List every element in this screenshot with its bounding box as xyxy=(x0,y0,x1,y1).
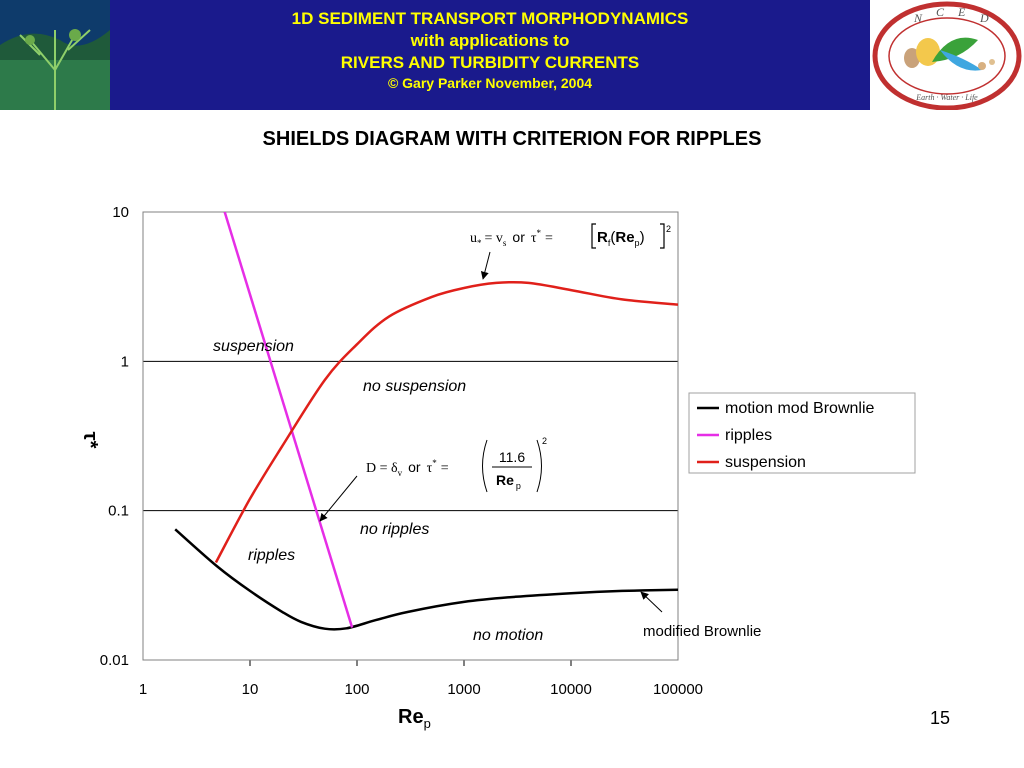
logo-letter-c: C xyxy=(936,5,945,19)
brownlie-label: modified Brownlie xyxy=(643,623,761,640)
x-tick-label: 100000 xyxy=(653,681,703,698)
legend-box xyxy=(688,392,916,474)
slide-number: 15 xyxy=(930,708,951,728)
nced-logo: N C E D Earth · Water · Life xyxy=(870,0,1024,111)
svg-text:11.6: 11.6 xyxy=(499,449,525,465)
region-label-no-ripples: no ripples xyxy=(360,521,429,538)
legend-label-suspension: suspension xyxy=(725,454,806,471)
gridlines xyxy=(143,360,678,666)
y-tick-label: 0.1 xyxy=(108,503,129,520)
y-tick-label: 0.01 xyxy=(100,652,129,669)
svg-text:Rep: Re p xyxy=(496,472,521,491)
logo-letter-e: E xyxy=(957,5,966,19)
logo-letter-d: D xyxy=(979,11,989,25)
header-line-1: 1D SEDIMENT TRANSPORT MORPHODYNAMICS xyxy=(291,9,689,28)
svg-text:2: 2 xyxy=(666,224,671,234)
legend-label-ripples: ripples xyxy=(725,427,772,444)
legend: motion mod Brownlie ripples suspension xyxy=(688,392,916,474)
series-line-suspension xyxy=(214,280,678,564)
x-tick-label: 10 xyxy=(242,681,259,698)
series-line-ripples xyxy=(223,212,354,628)
x-tick-label: 100 xyxy=(344,681,369,698)
x-tick-label: 1 xyxy=(139,681,147,698)
ripple-equation: D = δv or τ* = 11.6 Re p 2 xyxy=(366,436,547,493)
logo-letter-n: N xyxy=(913,11,923,25)
legend-items: motion mod Brownlie ripples suspension xyxy=(697,400,875,471)
suspension-equation: u* = vs or τ* = Rf(Rep) 2 xyxy=(470,223,671,249)
header-line-2: with applications to xyxy=(410,31,570,50)
brownlie-arrow xyxy=(640,591,663,613)
y-tick-label: 1 xyxy=(121,353,129,370)
region-label-no-suspension: no suspension xyxy=(363,378,466,395)
satellite-delta-image xyxy=(0,0,110,110)
ripple-eq-arrow xyxy=(319,475,358,522)
series-line-motion-mod-brownlie xyxy=(174,528,678,631)
y-tick-label: 10 xyxy=(112,204,129,221)
series-layer xyxy=(174,212,678,631)
header-band: 1D SEDIMENT TRANSPORT MORPHODYNAMICS wit… xyxy=(110,0,870,110)
legend-label-motion-mod-brownlie: motion mod Brownlie xyxy=(725,400,875,417)
x-tick-label: 1000 xyxy=(447,681,480,698)
region-label-ripples: ripples xyxy=(248,547,295,564)
x-tick-label: 10000 xyxy=(550,681,592,698)
plot-area xyxy=(142,211,679,661)
region-label-no-motion: no motion xyxy=(473,627,543,644)
svg-text:2: 2 xyxy=(542,436,547,446)
region-label-suspension: suspension xyxy=(213,338,294,355)
svg-text:Rf(Rep): Rf(Rep) xyxy=(597,229,645,248)
x-axis-ticks: 1 10 100 1000 10000 100000 xyxy=(139,681,703,698)
y-axis-ticks: 0.01 0.1 1 10 xyxy=(100,204,129,669)
suspension-eq-arrow xyxy=(480,251,491,280)
header-copyright: © Gary Parker November, 2004 xyxy=(387,75,593,91)
header-line-3: RIVERS AND TURBIDITY CURRENTS xyxy=(340,53,640,72)
page-title: SHIELDS DIAGRAM WITH CRITERION FOR RIPPL… xyxy=(262,128,762,150)
header: 1D SEDIMENT TRANSPORT MORPHODYNAMICS wit… xyxy=(0,0,1024,111)
logo-motto: Earth · Water · Life xyxy=(915,93,978,102)
x-axis-label: Rep xyxy=(398,706,431,731)
y-axis-label: τ* xyxy=(79,432,101,449)
